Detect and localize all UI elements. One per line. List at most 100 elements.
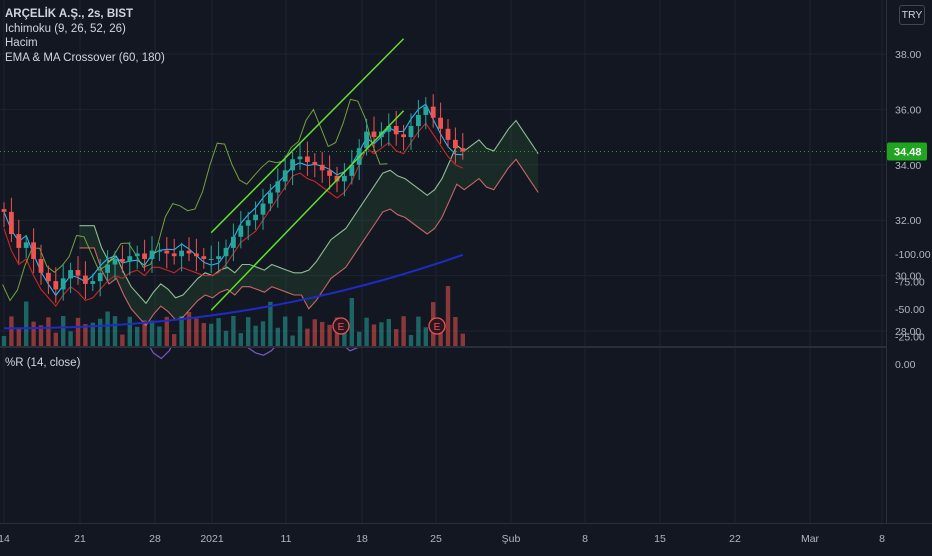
candle-body xyxy=(60,278,66,290)
symbol-title[interactable]: ARÇELİK A.Ş., 2s, BIST xyxy=(5,8,134,20)
candle-body xyxy=(1,209,7,212)
earnings-marker xyxy=(428,317,446,335)
volume-bar xyxy=(364,317,369,346)
price-tick-label: 34.00 xyxy=(895,160,921,172)
volume-bar xyxy=(238,333,243,346)
time-tick-label: 15 xyxy=(654,533,666,545)
volume-bar xyxy=(394,329,399,346)
candle-body xyxy=(194,253,199,257)
volume-bar xyxy=(75,317,81,346)
volume-bar xyxy=(460,333,465,346)
candle-body xyxy=(460,148,466,152)
candle-body xyxy=(231,236,236,248)
candle-body xyxy=(275,181,281,193)
volume-bar xyxy=(423,327,428,346)
time-axis-canvas: 14 21 28 2021 11 18 25 Şub 8 15 22 Mar 8 xyxy=(0,533,885,545)
candle-body xyxy=(268,192,273,204)
candle-body xyxy=(342,175,347,182)
time-axis[interactable]: 14 21 28 2021 11 18 25 Şub 8 15 22 Mar 8 xyxy=(0,523,932,550)
legend-ichimoku[interactable]: Ichimoku (9, 26, 52, 26) xyxy=(5,22,126,35)
time-tick-label: 25 xyxy=(430,533,442,545)
volume-bar xyxy=(342,332,347,346)
volume-bar xyxy=(179,316,184,346)
volume-bar xyxy=(68,331,73,346)
volume-bar xyxy=(83,324,88,346)
volume-bar xyxy=(24,301,29,346)
candle-body xyxy=(53,281,59,290)
ichimoku-span-b xyxy=(79,158,539,327)
candle-body xyxy=(430,106,436,118)
candle-body xyxy=(142,253,147,259)
volume-bar xyxy=(201,322,206,346)
volume-bar xyxy=(120,334,125,346)
volume-bar xyxy=(98,318,103,346)
time-tick-label: 11 xyxy=(281,533,292,545)
candle-body xyxy=(319,164,325,171)
price-axis[interactable]: 28.00 30.00 32.00 34.00 36.00 38.00 34.48 0.00 -… xyxy=(886,0,932,523)
time-tick-label: 8 xyxy=(582,533,588,545)
volume-bar xyxy=(53,332,58,346)
candle-body xyxy=(393,126,399,135)
candle-body xyxy=(260,203,266,215)
legend-volume[interactable]: Hacim xyxy=(5,37,38,50)
time-tick-label: 18 xyxy=(356,533,368,545)
candle-body xyxy=(149,250,155,259)
candle-body xyxy=(253,214,258,221)
wr-tick-label: -100.00 xyxy=(895,249,931,261)
candle-body xyxy=(105,264,110,273)
legend-ema-ma[interactable]: EMA & MA Crossover (60, 180) xyxy=(5,51,165,64)
last-price-badge xyxy=(887,142,927,161)
volume-bar xyxy=(312,319,317,346)
candle-body xyxy=(9,211,14,235)
volume-bar xyxy=(297,316,303,346)
williams-r-legend[interactable]: %R (14, close) xyxy=(5,357,81,369)
volume-bar xyxy=(90,322,95,346)
candle-body xyxy=(327,170,332,176)
volume-bar xyxy=(149,320,155,346)
volume-bar xyxy=(31,321,36,346)
candle-body xyxy=(438,117,443,129)
wr-tick-label: -75.00 xyxy=(895,277,925,289)
price-tick-label: 32.00 xyxy=(895,215,921,227)
candle-body xyxy=(46,272,51,282)
candle-body xyxy=(164,250,170,254)
williams-r-pane[interactable] xyxy=(0,274,886,523)
candle-body xyxy=(238,225,244,237)
candle-body xyxy=(186,250,192,254)
candle-body xyxy=(83,275,88,284)
volume-bar xyxy=(209,323,214,346)
volume-bar xyxy=(416,316,421,346)
candle-body xyxy=(38,258,44,273)
volume-bar xyxy=(216,318,221,346)
currency-button[interactable]: TRY xyxy=(899,5,925,25)
volume-bar xyxy=(305,328,310,346)
volume-bar xyxy=(38,325,44,346)
last-price-label: 34.48 xyxy=(894,147,922,159)
volume-bar xyxy=(408,335,414,346)
pane-divider[interactable] xyxy=(0,346,886,348)
earnings-marker xyxy=(332,317,350,335)
price-tick-label: 30.00 xyxy=(895,271,921,283)
volume-bar xyxy=(223,330,229,346)
volume-bar xyxy=(260,321,266,346)
volume-bar xyxy=(112,316,118,346)
candle-body xyxy=(312,162,318,165)
time-tick-label: 14 xyxy=(0,533,10,545)
volume-bar xyxy=(157,326,162,346)
candle-body xyxy=(445,128,451,140)
volume-bar xyxy=(164,316,169,346)
volume-bar xyxy=(283,316,288,346)
volume-bar xyxy=(127,316,132,346)
earnings-marker-label: E xyxy=(434,322,441,333)
volume-bar xyxy=(290,335,295,346)
volume-bar xyxy=(186,311,192,346)
candle-body xyxy=(223,247,229,257)
volume-bar xyxy=(46,317,51,346)
volume-bar xyxy=(1,336,7,346)
volume-bar xyxy=(253,325,258,346)
candle-body xyxy=(416,114,421,127)
williams-r-canvas xyxy=(0,274,886,523)
candle-body xyxy=(334,175,340,182)
